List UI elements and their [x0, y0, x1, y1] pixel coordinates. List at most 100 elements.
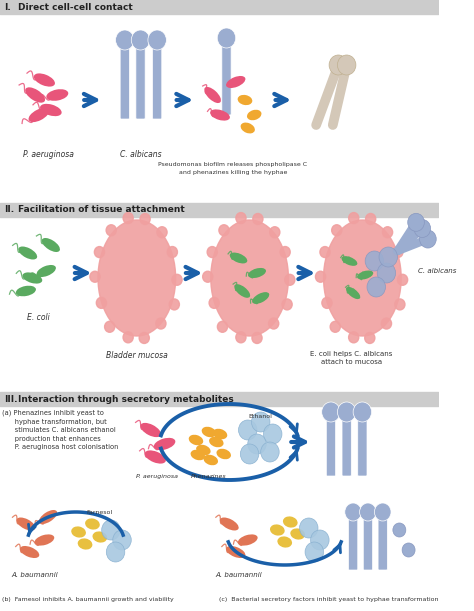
- Circle shape: [365, 332, 375, 343]
- Ellipse shape: [42, 238, 60, 252]
- Circle shape: [337, 402, 356, 422]
- Circle shape: [236, 332, 246, 343]
- Text: Interaction through secretory metabolites: Interaction through secretory metabolite…: [18, 395, 234, 403]
- Ellipse shape: [98, 220, 176, 336]
- Circle shape: [419, 230, 436, 248]
- Ellipse shape: [237, 95, 252, 105]
- FancyBboxPatch shape: [358, 419, 367, 476]
- Circle shape: [365, 251, 383, 271]
- Text: C. albicans: C. albicans: [120, 150, 161, 159]
- Circle shape: [217, 28, 236, 48]
- Ellipse shape: [154, 438, 175, 450]
- Ellipse shape: [189, 435, 203, 445]
- Circle shape: [345, 503, 362, 521]
- Circle shape: [240, 444, 259, 464]
- Text: Pseudomonas biofilm releases phospholipase C: Pseudomonas biofilm releases phospholipa…: [158, 162, 308, 167]
- Circle shape: [248, 434, 266, 454]
- Ellipse shape: [357, 271, 373, 279]
- Circle shape: [280, 246, 290, 257]
- Circle shape: [105, 321, 115, 332]
- Text: E. coli helps C. albicans
attach to mucosa: E. coli helps C. albicans attach to muco…: [310, 351, 392, 365]
- Ellipse shape: [25, 87, 45, 103]
- Circle shape: [285, 274, 295, 285]
- Ellipse shape: [34, 73, 55, 87]
- Ellipse shape: [210, 109, 230, 120]
- Ellipse shape: [18, 246, 37, 260]
- Circle shape: [379, 247, 398, 267]
- Ellipse shape: [217, 448, 231, 459]
- Text: III.: III.: [4, 395, 17, 403]
- Ellipse shape: [71, 527, 86, 538]
- Ellipse shape: [211, 220, 288, 336]
- Circle shape: [329, 55, 347, 75]
- Circle shape: [383, 227, 392, 238]
- Circle shape: [207, 247, 217, 258]
- FancyBboxPatch shape: [342, 419, 351, 476]
- Circle shape: [90, 271, 100, 282]
- Circle shape: [282, 299, 292, 310]
- Circle shape: [106, 225, 116, 236]
- Ellipse shape: [204, 87, 221, 103]
- Ellipse shape: [203, 455, 218, 465]
- Ellipse shape: [291, 529, 305, 540]
- Ellipse shape: [324, 220, 401, 336]
- Text: Facilitation of tissue attachment: Facilitation of tissue attachment: [18, 205, 185, 214]
- Circle shape: [94, 247, 105, 258]
- Ellipse shape: [270, 524, 285, 536]
- Text: P. aeruginosa: P. aeruginosa: [136, 474, 178, 479]
- Text: A. baumannii: A. baumannii: [215, 572, 262, 578]
- Ellipse shape: [209, 437, 224, 447]
- Circle shape: [322, 402, 340, 422]
- Circle shape: [252, 332, 262, 343]
- Text: and phenazines killing the hyphae: and phenazines killing the hyphae: [179, 170, 287, 175]
- Circle shape: [261, 442, 279, 462]
- Text: Ethanol: Ethanol: [249, 414, 273, 419]
- Circle shape: [365, 213, 376, 224]
- Ellipse shape: [35, 535, 54, 546]
- Circle shape: [123, 332, 133, 343]
- Circle shape: [349, 213, 359, 224]
- FancyBboxPatch shape: [153, 47, 162, 119]
- Text: Farnesol: Farnesol: [87, 510, 113, 515]
- Text: Phenazines: Phenazines: [191, 474, 227, 479]
- Circle shape: [395, 299, 405, 310]
- Ellipse shape: [341, 256, 357, 266]
- FancyBboxPatch shape: [378, 518, 387, 570]
- Circle shape: [139, 332, 149, 343]
- Circle shape: [251, 412, 270, 432]
- Circle shape: [169, 299, 179, 310]
- Circle shape: [218, 321, 228, 332]
- Ellipse shape: [20, 546, 39, 558]
- Circle shape: [353, 402, 372, 422]
- Ellipse shape: [213, 429, 227, 439]
- Circle shape: [305, 542, 324, 562]
- Circle shape: [330, 321, 340, 332]
- Ellipse shape: [346, 287, 360, 299]
- Ellipse shape: [145, 450, 166, 464]
- Ellipse shape: [241, 123, 255, 133]
- Circle shape: [172, 274, 182, 285]
- Circle shape: [310, 530, 329, 550]
- Text: II.: II.: [4, 205, 14, 214]
- Ellipse shape: [226, 76, 246, 88]
- Circle shape: [360, 503, 376, 521]
- Ellipse shape: [277, 536, 292, 547]
- Ellipse shape: [238, 535, 258, 546]
- Ellipse shape: [248, 268, 266, 278]
- Ellipse shape: [85, 518, 100, 530]
- Text: (b)  Famesol inhibits A. baumannii growth and viability: (b) Famesol inhibits A. baumannii growth…: [2, 597, 173, 602]
- Ellipse shape: [28, 108, 49, 122]
- Circle shape: [367, 277, 385, 297]
- Circle shape: [348, 332, 359, 343]
- Circle shape: [203, 271, 213, 282]
- Circle shape: [269, 318, 279, 329]
- Circle shape: [393, 523, 406, 537]
- FancyBboxPatch shape: [348, 518, 358, 570]
- Text: A. baumannii: A. baumannii: [12, 572, 58, 578]
- Ellipse shape: [22, 273, 42, 284]
- Circle shape: [131, 30, 150, 50]
- Circle shape: [377, 263, 396, 283]
- Circle shape: [414, 219, 430, 238]
- Circle shape: [96, 298, 107, 309]
- Ellipse shape: [283, 516, 298, 527]
